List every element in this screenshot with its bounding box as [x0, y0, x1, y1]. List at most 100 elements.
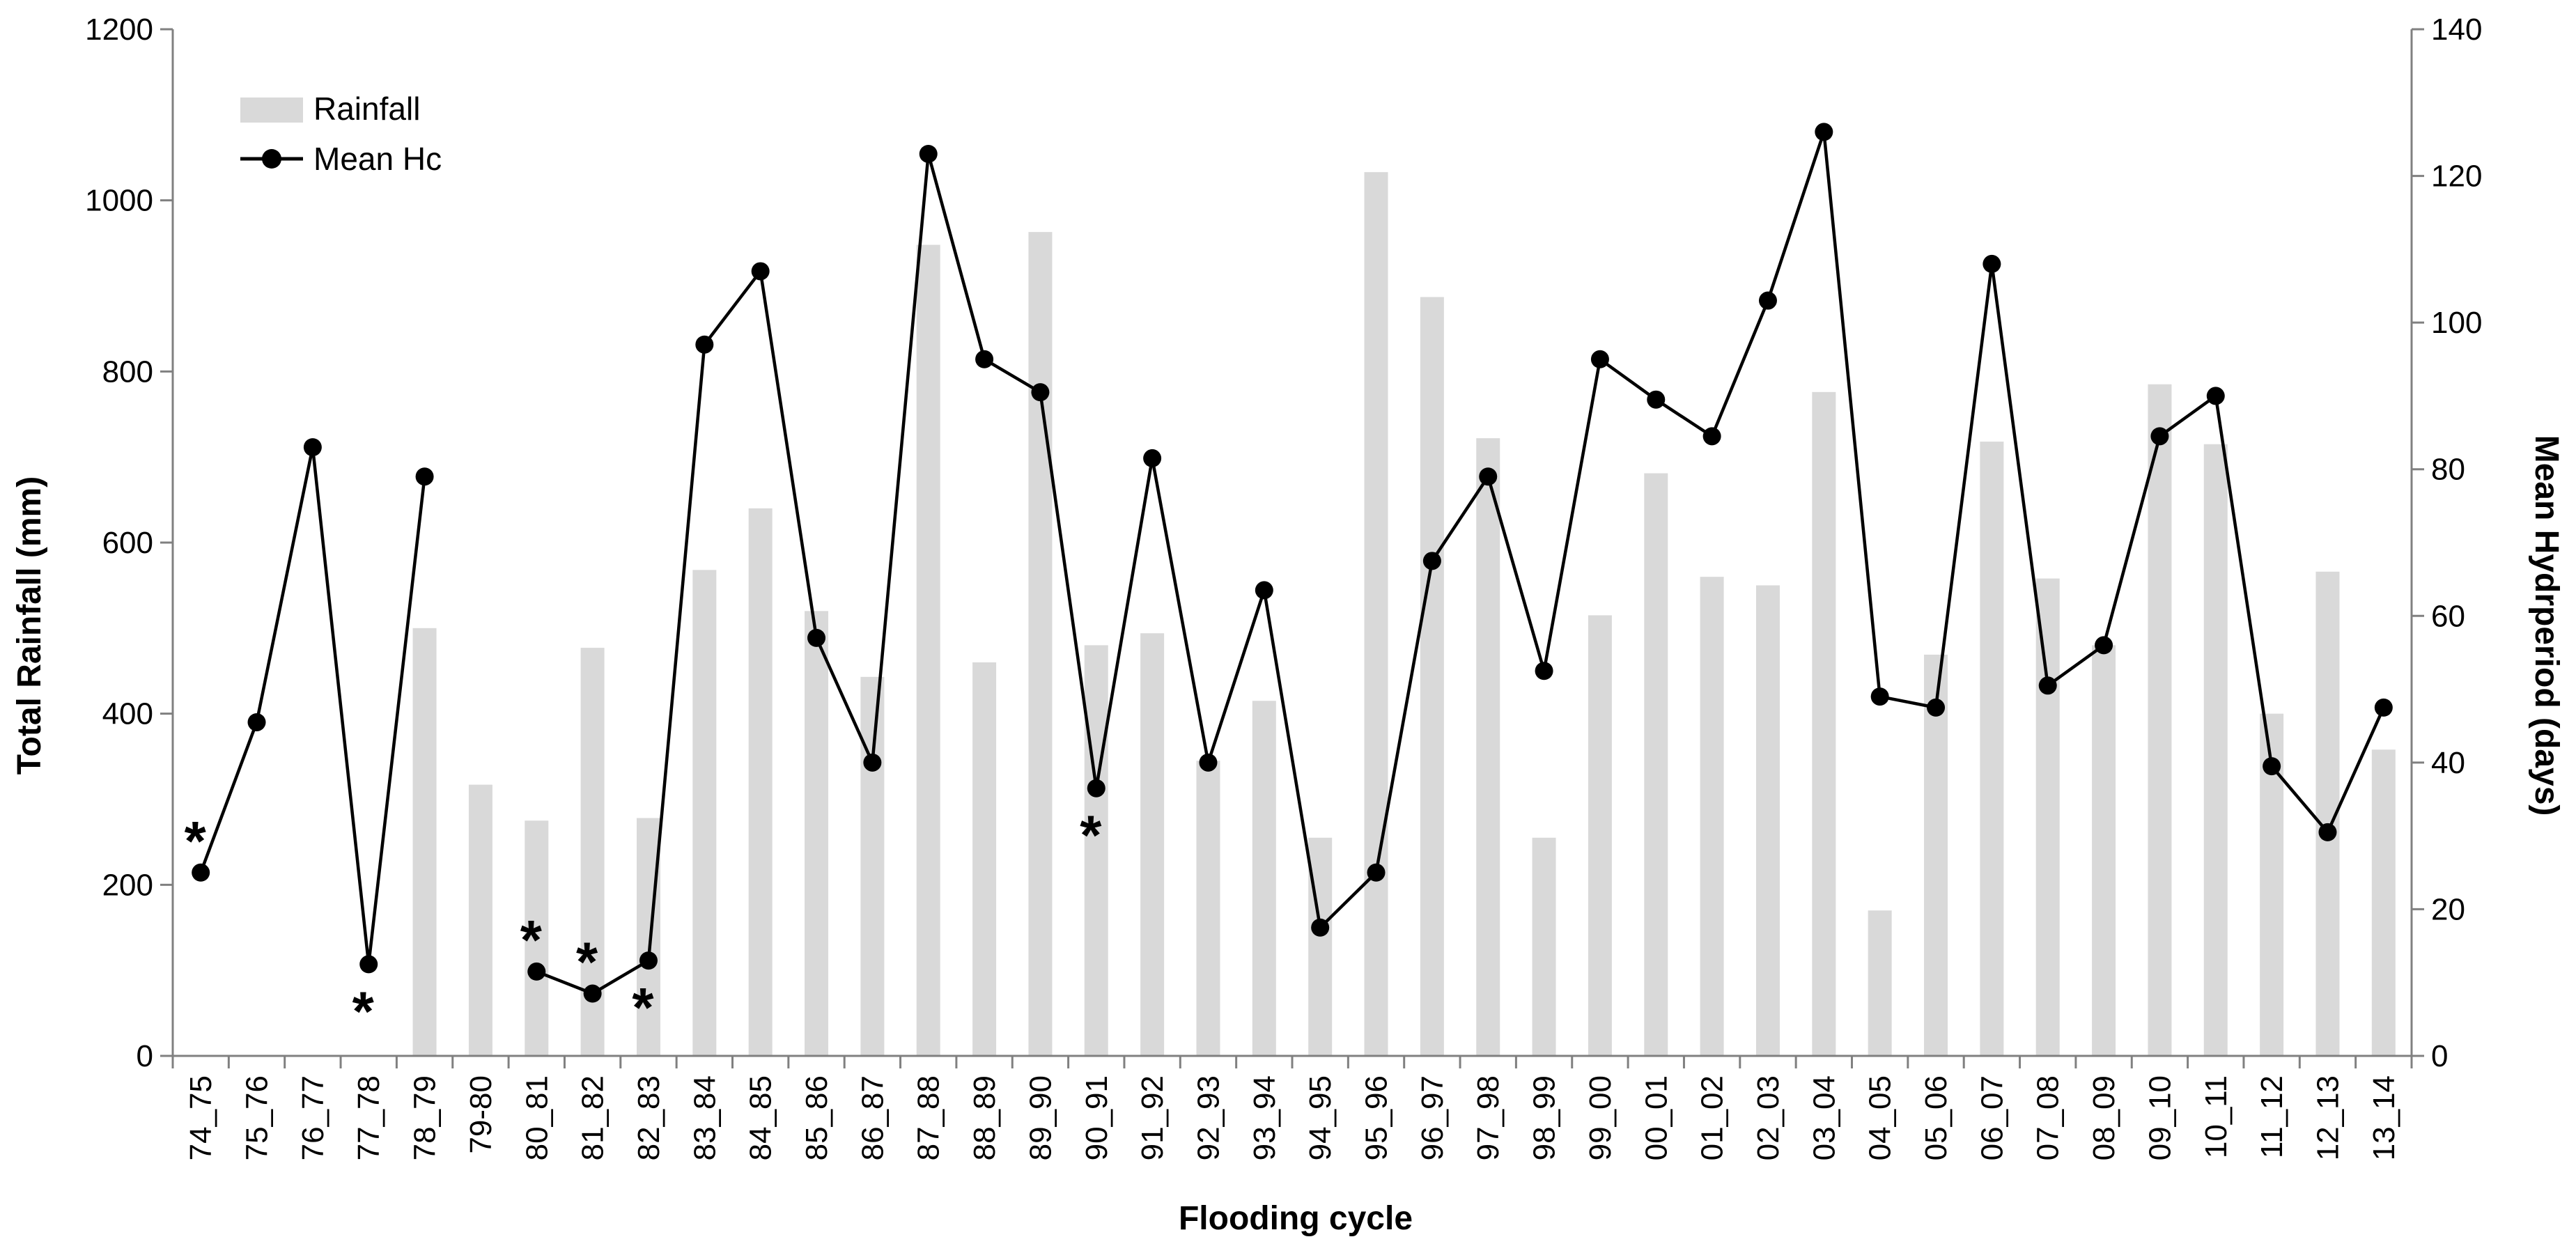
x-tick-label-10_11: 10_11: [2199, 1075, 2233, 1158]
rainfall-bar-00_01: [1644, 473, 1668, 1056]
x-tick-label-78_79: 78_79: [408, 1075, 442, 1160]
y-right-tick-label-120: 120: [2431, 159, 2482, 194]
asterisk-74_75: *: [185, 810, 207, 872]
y-left-tick-label-1200: 1200: [85, 13, 153, 47]
rainfall-bar-84_85: [748, 508, 773, 1056]
rainfall-bar-04_05: [1868, 910, 1892, 1056]
x-tick-label-13_14: 13_14: [2367, 1075, 2401, 1160]
x-tick-label-98_99: 98_99: [1528, 1075, 1562, 1160]
rainfall-bar-89_90: [1028, 232, 1053, 1056]
legend-mean-hc-marker: [262, 149, 281, 169]
mean-hc-point-90_91: [1087, 779, 1105, 797]
rainfall-bar-88_89: [972, 662, 997, 1056]
y-left-tick-label-0: 0: [137, 1039, 153, 1073]
x-tick-label-76_77: 76_77: [296, 1075, 330, 1160]
rainfall-bar-98_99: [1532, 837, 1556, 1056]
mean-hc-point-81_82: [583, 984, 602, 1003]
axes-layer: [160, 28, 2424, 1068]
x-tick-label-74_75: 74_75: [184, 1075, 218, 1160]
y-left-tick-label-400: 400: [102, 697, 153, 731]
y-right-tick-label-60: 60: [2431, 599, 2465, 633]
x-tick-label-09_10: 09_10: [2143, 1075, 2177, 1160]
bars-layer: [412, 172, 2396, 1057]
x-tick-label-97_98: 97_98: [1471, 1075, 1505, 1160]
x-tick-label-12_13: 12_13: [2311, 1075, 2345, 1160]
mean-hc-point-00_01: [1647, 390, 1666, 409]
mean-hc-point-76_77: [303, 438, 322, 457]
asterisk-80_81: *: [520, 909, 543, 971]
y-left-tick-label-1000: 1000: [85, 184, 153, 218]
mean-hc-point-08_09: [2095, 636, 2113, 655]
rainfall-bar-97_98: [1476, 438, 1500, 1056]
rainfall-bar-92_93: [1196, 761, 1220, 1056]
rainfall-bar-99_00: [1588, 615, 1612, 1056]
asterisk-81_82: *: [576, 931, 598, 993]
mean-hc-point-12_13: [2318, 823, 2337, 841]
x-tick-label-08_09: 08_09: [2087, 1075, 2121, 1160]
y-left-tick-label-800: 800: [102, 355, 153, 389]
rainfall-bar-86_87: [860, 676, 885, 1056]
rainfall-bar-96_97: [1420, 297, 1444, 1057]
x-tick-label-07_08: 07_08: [2031, 1075, 2065, 1160]
rainfall-bar-01_02: [1700, 577, 1724, 1056]
mean-hc-point-98_99: [1535, 662, 1553, 680]
rainfall-bar-06_07: [1980, 442, 2004, 1056]
line-layer: [192, 123, 2393, 1003]
mean-hc-point-82_83: [639, 951, 658, 970]
legend-mean-hc-label: Mean Hc: [313, 141, 442, 177]
x-tick-label-81_82: 81_82: [576, 1075, 610, 1160]
x-tick-label-90_91: 90_91: [1080, 1075, 1114, 1160]
asterisk-82_83: *: [632, 976, 654, 1038]
labels-layer: 0 200 400 600 800 1000 1200 0 20 40 60 80 100 120 140 7…: [85, 13, 2482, 1160]
mean-hc-point-86_87: [863, 753, 882, 772]
rainfall-bar-90_91: [1084, 645, 1108, 1056]
mean-hc-point-94_95: [1311, 918, 1330, 937]
x-tick-label-75_76: 75_76: [240, 1075, 274, 1160]
mean-hc-line-segment-1: [536, 130, 2385, 995]
mean-hc-point-96_97: [1422, 552, 1441, 570]
x-tick-label-89_90: 89_90: [1023, 1075, 1057, 1160]
mean-hc-point-89_90: [1031, 383, 1050, 402]
x-tick-label-11_12: 11_12: [2255, 1075, 2289, 1158]
legend-rainfall-label: Rainfall: [313, 91, 420, 127]
rainfall-bar-83_84: [692, 570, 717, 1056]
legend-rainfall-swatch: [240, 98, 303, 123]
mean-hc-point-84_85: [751, 262, 770, 281]
mean-hc-point-78_79: [415, 467, 434, 486]
mean-hc-point-77_78: [359, 955, 378, 974]
rainfall-bar-07_08: [2035, 578, 2060, 1056]
y-axis-title-right: Mean Hydrperiod (days): [2528, 435, 2565, 816]
x-tick-label-86_87: 86_87: [855, 1075, 890, 1160]
mean-hc-point-74_75: [192, 863, 210, 882]
mean-hc-point-05_06: [1927, 698, 1946, 717]
mean-hc-point-88_89: [975, 350, 994, 368]
x-tick-label-91_92: 91_92: [1135, 1075, 1170, 1160]
mean-hc-point-75_76: [247, 713, 266, 731]
y-right-tick-label-140: 140: [2431, 13, 2482, 47]
y-right-tick-label-20: 20: [2431, 892, 2465, 926]
y-axis-title-left: Total Rainfall (mm): [11, 476, 48, 775]
x-tick-label-96_97: 96_97: [1415, 1075, 1450, 1160]
mean-hc-point-02_03: [1758, 291, 1777, 310]
mean-hc-point-07_08: [2038, 676, 2057, 695]
rainfall-bar-80_81: [525, 820, 549, 1056]
mean-hc-point-11_12: [2263, 757, 2281, 776]
rainfall-bar-03_04: [1812, 391, 1836, 1056]
x-axis-title: Flooding cycle: [1179, 1200, 1413, 1237]
mean-hc-point-10_11: [2206, 387, 2225, 405]
asterisk-90_91: *: [1080, 804, 1102, 866]
x-tick-label-92_93: 92_93: [1191, 1075, 1225, 1160]
x-tick-label-99_00: 99_00: [1583, 1075, 1617, 1160]
mean-hc-point-03_04: [1815, 123, 1833, 141]
rainfall-bar-78_79: [412, 628, 437, 1056]
mean-hc-point-97_98: [1479, 467, 1498, 486]
rainfall-bar-85_86: [805, 611, 829, 1056]
x-tick-label-95_96: 95_96: [1360, 1075, 1394, 1160]
rainfall-bar-91_92: [1140, 633, 1165, 1056]
rainfall-bar-13_14: [2371, 749, 2396, 1056]
y-right-tick-label-0: 0: [2431, 1039, 2448, 1073]
rainfall-bar-87_88: [916, 244, 940, 1056]
mean-hc-point-01_02: [1702, 427, 1721, 446]
